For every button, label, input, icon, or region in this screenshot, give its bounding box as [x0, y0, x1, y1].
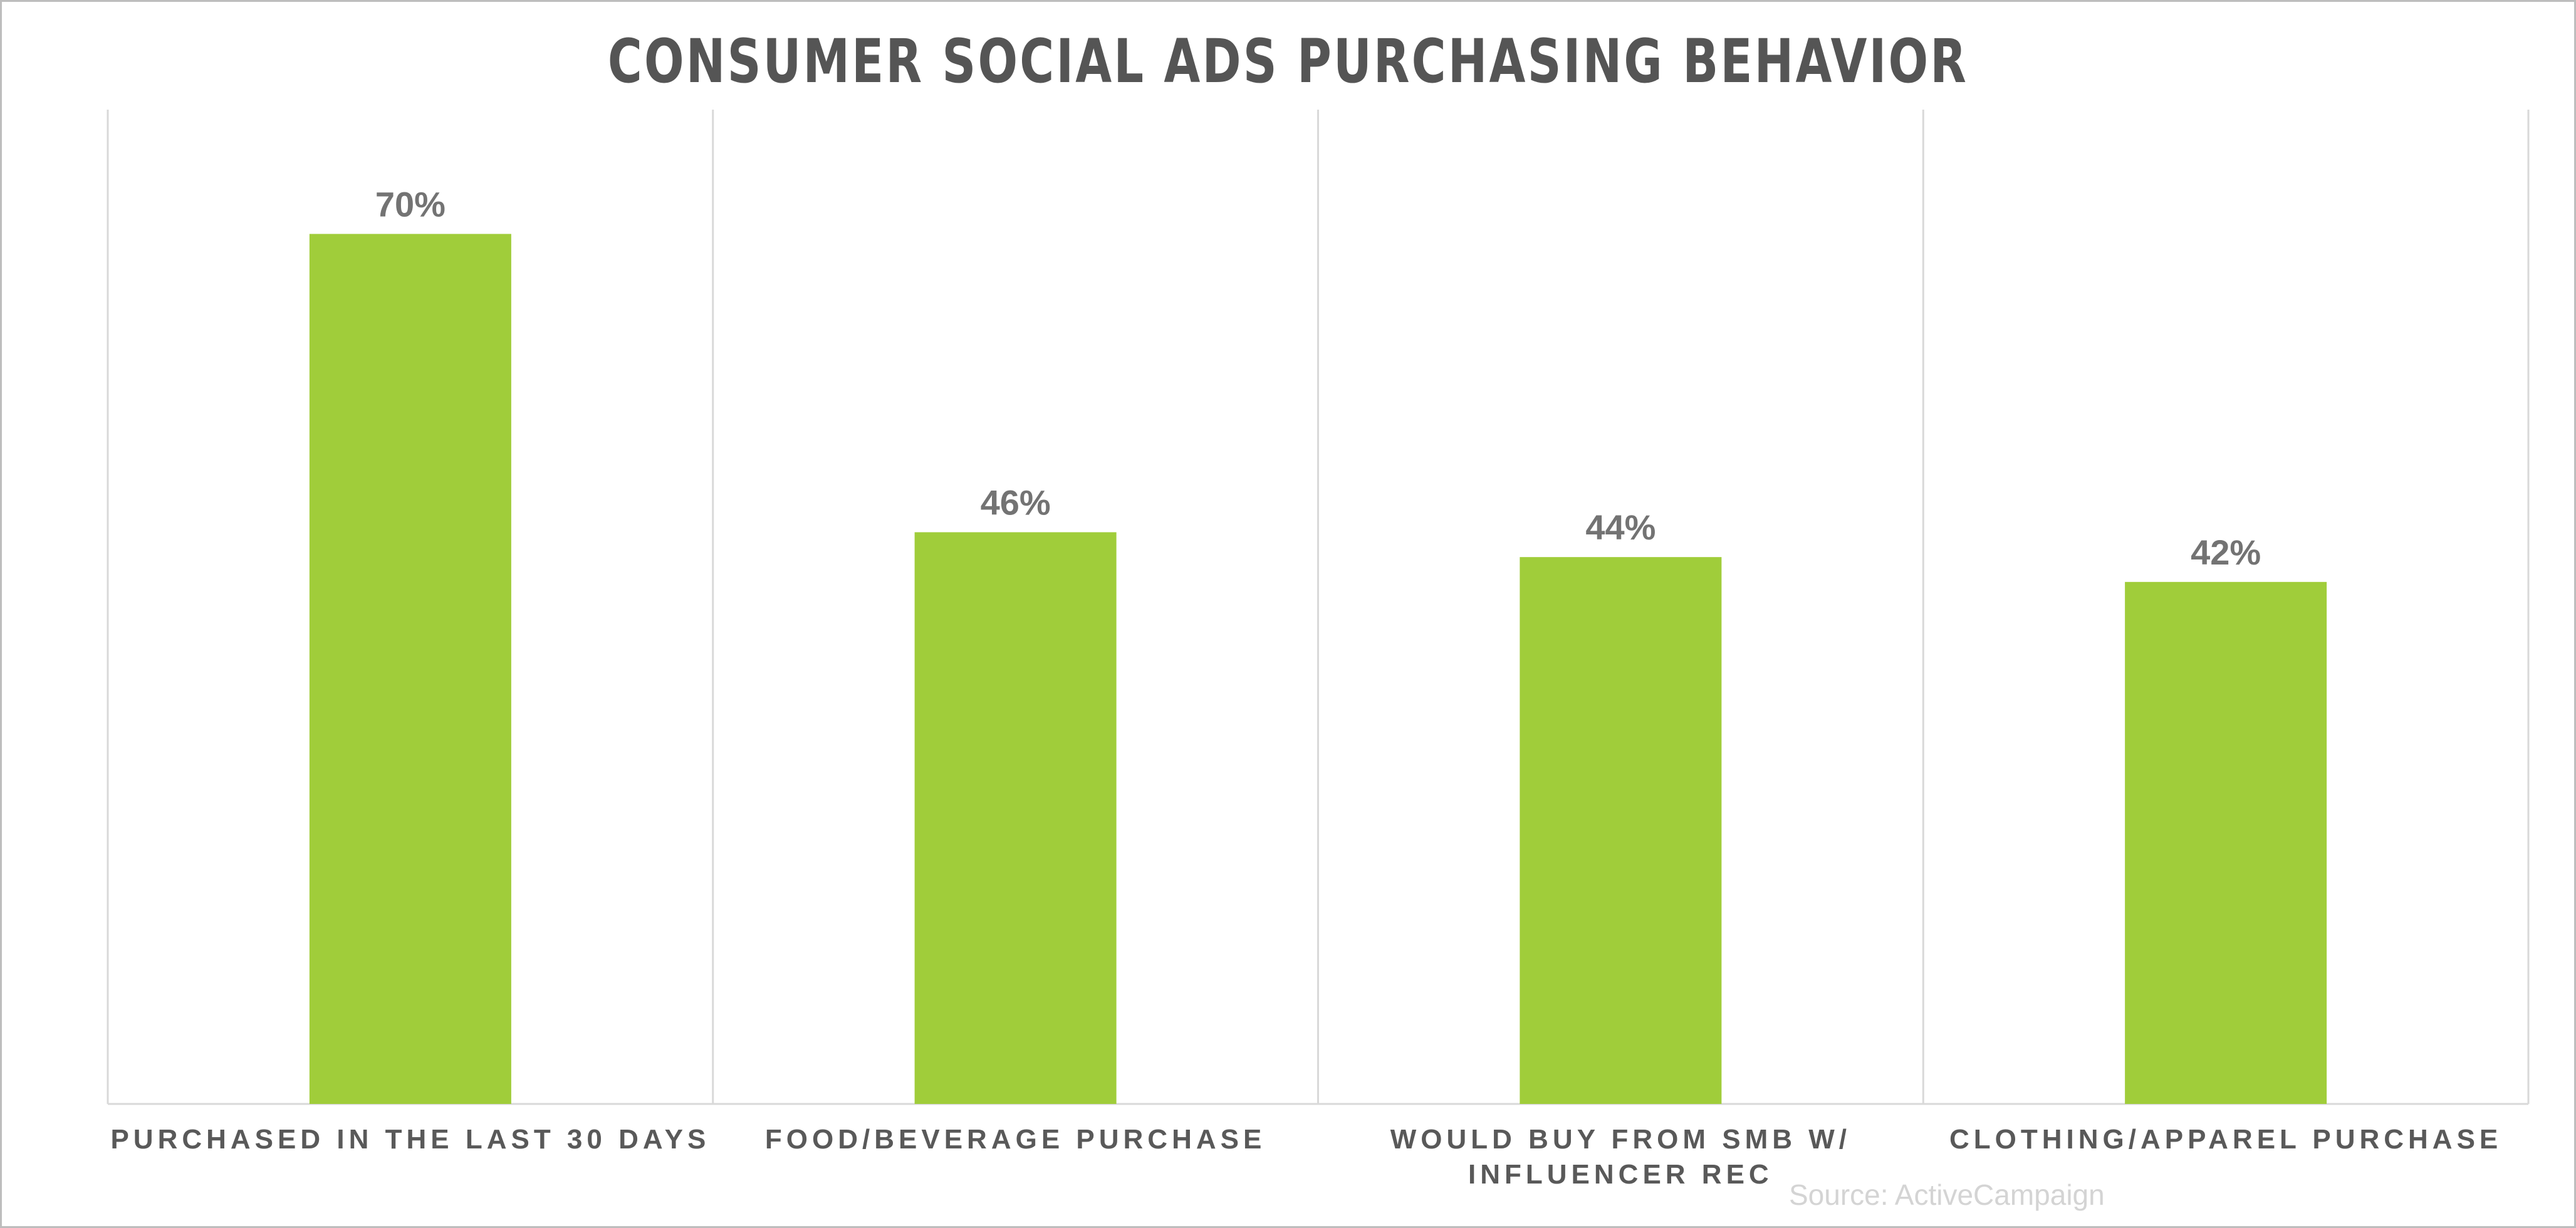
bar	[1520, 557, 1722, 1104]
category-label: INFLUENCER REC	[1468, 1159, 1773, 1190]
bar	[2125, 581, 2327, 1104]
category-label: WOULD BUY FROM SMB W/	[1390, 1124, 1851, 1155]
bar	[309, 234, 511, 1104]
category-label: FOOD/BEVERAGE PURCHASE	[765, 1124, 1266, 1155]
bar-value-label: 42%	[2191, 533, 2261, 572]
bar	[914, 532, 1117, 1104]
bar-value-label: 44%	[1585, 507, 1656, 547]
bar-value-label: 70%	[375, 184, 446, 224]
category-label: PURCHASED IN THE LAST 30 DAYS	[110, 1124, 710, 1155]
category-label: CLOTHING/APPAREL PURCHASE	[1949, 1124, 2502, 1155]
bar-value-label: 46%	[981, 482, 1051, 522]
chart-title: CONSUMER SOCIAL ADS PURCHASING BEHAVIOR	[607, 26, 1969, 96]
source-label: Source: ActiveCampaign	[1789, 1179, 2105, 1211]
